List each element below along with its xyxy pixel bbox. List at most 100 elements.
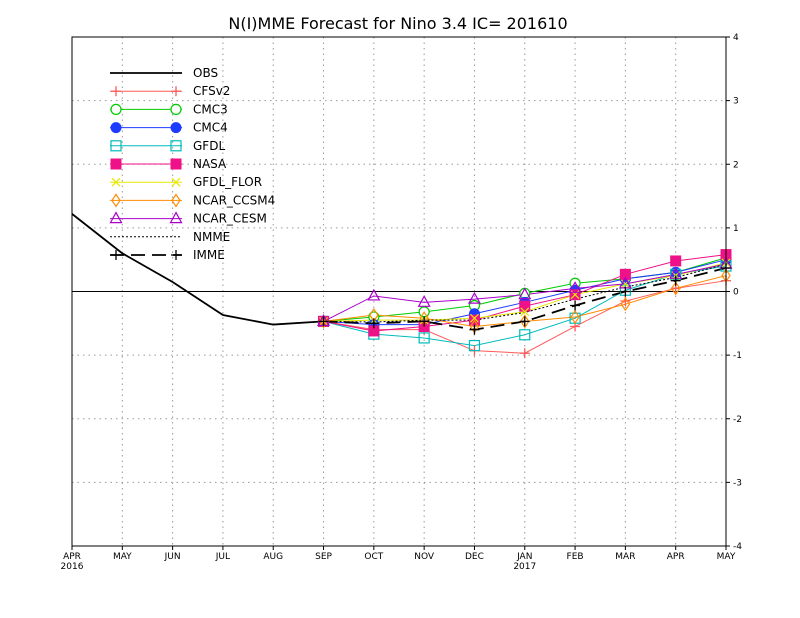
y-tick-label: 0 bbox=[733, 288, 739, 298]
data-point-gfdl bbox=[468, 339, 481, 352]
legend-item-cmc3: CMC3 bbox=[110, 102, 228, 116]
legend-marker bbox=[170, 103, 182, 116]
data-point-imme bbox=[419, 316, 430, 327]
data-point-ncar-cesm bbox=[467, 291, 481, 304]
data-point-nasa bbox=[619, 268, 631, 280]
legend-label: IMME bbox=[193, 248, 225, 262]
legend-marker bbox=[111, 250, 121, 260]
legend-item-cfsv2: CFSv2 bbox=[110, 84, 230, 98]
data-point-gfdl-flor bbox=[620, 279, 630, 289]
legend-marker bbox=[171, 86, 181, 97]
data-point-imme bbox=[519, 316, 530, 327]
chart-title: N(I)MME Forecast for Nino 3.4 IC= 201610 bbox=[228, 14, 567, 33]
legend-label: NCAR_CCSM4 bbox=[193, 193, 275, 207]
legend-marker bbox=[111, 193, 121, 208]
x-tick-label: MAR bbox=[615, 552, 635, 562]
y-tick-label: -1 bbox=[733, 351, 742, 361]
data-point-imme bbox=[670, 275, 681, 286]
legend-marker bbox=[171, 250, 181, 260]
legend-item-nmme: NMME bbox=[110, 230, 230, 244]
legend-label: CFSv2 bbox=[193, 84, 230, 98]
x-tick-label: NOV bbox=[414, 552, 435, 562]
x-tick-label: APR bbox=[63, 552, 81, 562]
data-point-ncar-ccsm4 bbox=[620, 297, 631, 312]
legend-label: GFDL bbox=[193, 139, 225, 153]
legend-marker bbox=[171, 177, 181, 187]
y-tick-label: -3 bbox=[733, 478, 742, 488]
data-point-gfdl-flor bbox=[520, 307, 530, 317]
x-marker-b bbox=[520, 307, 530, 317]
x-tick-label: MAY bbox=[113, 552, 132, 562]
x-tick-label: DEC bbox=[465, 552, 484, 562]
data-point-ncar-cesm bbox=[518, 287, 532, 300]
legend-marker bbox=[111, 177, 121, 187]
y-tick-label: 3 bbox=[733, 97, 739, 107]
y-tick-label: 2 bbox=[733, 160, 739, 170]
data-point-imme bbox=[570, 300, 581, 311]
legend-label: NASA bbox=[193, 157, 227, 171]
x-marker-b bbox=[171, 177, 181, 187]
series-line-gfdl bbox=[323, 265, 727, 347]
legend-marker bbox=[109, 211, 123, 224]
legend: OBS CFSv2 CMC3 CMC4 GFDL NASA GFDL_FLOR NCAR_CC… bbox=[109, 66, 275, 262]
y-tick-label: -2 bbox=[733, 415, 742, 425]
data-point-nasa bbox=[670, 255, 682, 267]
x-marker-b bbox=[470, 313, 479, 323]
y-tick-label: -4 bbox=[733, 542, 742, 552]
x-tick-label: JUN bbox=[164, 552, 181, 562]
legend-marker bbox=[169, 211, 183, 224]
data-point-imme bbox=[368, 318, 379, 329]
x-tick-label: OCT bbox=[364, 552, 383, 562]
data-point-ncar-ccsm4 bbox=[670, 281, 681, 296]
data-point-gfdl bbox=[418, 332, 430, 344]
x-tick-label: SEP bbox=[315, 552, 332, 562]
x-tick-label: FEB bbox=[567, 552, 584, 562]
legend-marker bbox=[110, 140, 122, 152]
legend-marker bbox=[110, 122, 122, 134]
legend-label: CMC3 bbox=[193, 102, 228, 116]
legend-label: NCAR_CESM bbox=[193, 212, 267, 226]
x-marker-b bbox=[620, 279, 630, 289]
data-point-ncar-ccsm4 bbox=[520, 314, 530, 329]
data-point-ncar-cesm bbox=[568, 281, 582, 293]
legend-marker bbox=[170, 158, 182, 170]
legend-item-cmc4: CMC4 bbox=[110, 121, 228, 135]
data-point-cfsv2 bbox=[519, 348, 530, 359]
y-axis-tick-labels: -4 -3 -2 -1 0 1 2 3 4 bbox=[733, 33, 742, 552]
x-tick-label: AUG bbox=[263, 552, 283, 562]
data-point-gfdl-flor bbox=[470, 313, 479, 323]
x-year-label: 2017 bbox=[513, 562, 536, 572]
legend-marker bbox=[170, 122, 182, 134]
legend-item-nasa: NASA bbox=[110, 157, 227, 171]
data-point-gfdl bbox=[519, 329, 531, 341]
legend-label: NMME bbox=[193, 230, 230, 244]
x-marker-b bbox=[111, 177, 121, 187]
x-year-label: 2016 bbox=[61, 562, 84, 572]
x-axis-tick-labels: APR MAY JUN JUL AUG SEP OCT NOV DEC JAN FEB MAR APR M… bbox=[61, 552, 736, 572]
legend-marker bbox=[110, 158, 122, 170]
legend-item-obs: OBS bbox=[110, 66, 218, 80]
data-point-imme bbox=[318, 316, 329, 327]
legend-marker bbox=[111, 86, 121, 97]
legend-label: OBS bbox=[193, 66, 218, 80]
axis-ticks bbox=[71, 36, 730, 550]
x-tick-label: APR bbox=[667, 552, 685, 562]
series-line-obs bbox=[71, 213, 324, 326]
legend-label: CMC4 bbox=[193, 121, 228, 135]
data-point-ncar-ccsm4 bbox=[570, 309, 580, 325]
data-point-ncar-cesm bbox=[367, 288, 381, 301]
data-point-nasa bbox=[519, 300, 531, 312]
x-tick-label: JUL bbox=[215, 552, 230, 562]
legend-marker bbox=[171, 193, 181, 208]
legend-marker bbox=[110, 103, 122, 116]
legend-item-gfdl-flor: GFDL_FLOR bbox=[110, 175, 262, 189]
legend-item-imme: IMME bbox=[110, 248, 225, 262]
data-point-imme bbox=[469, 324, 480, 335]
x-tick-label: JAN bbox=[516, 552, 532, 562]
legend-item-ncar-ccsm4: NCAR_CCSM4 bbox=[110, 193, 275, 208]
y-tick-label: 1 bbox=[733, 224, 739, 234]
legend-label: GFDL_FLOR bbox=[193, 175, 262, 189]
legend-marker bbox=[170, 140, 182, 152]
legend-item-gfdl: GFDL bbox=[110, 139, 225, 153]
